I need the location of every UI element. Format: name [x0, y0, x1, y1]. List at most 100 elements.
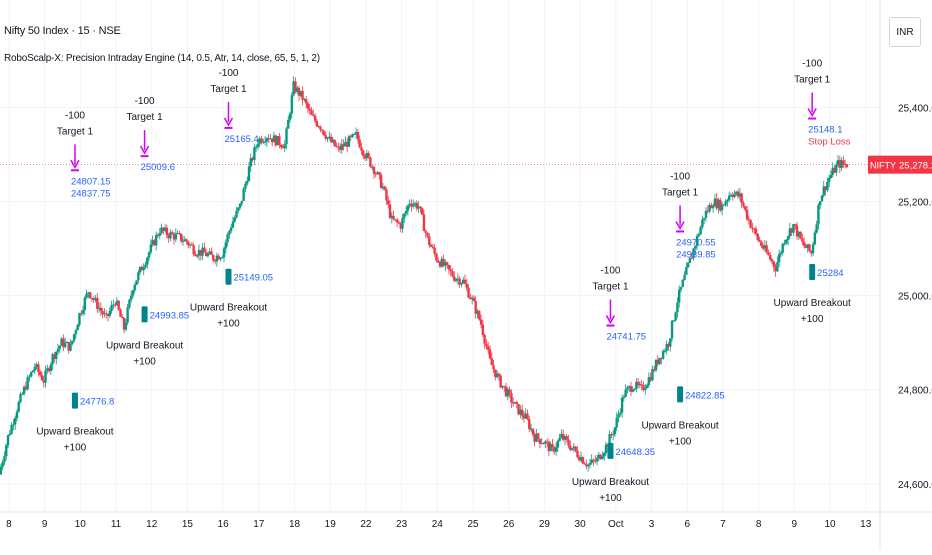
candle: [569, 445, 572, 450]
candle: [417, 206, 420, 209]
candle: [620, 397, 624, 413]
current-price-label: 25,278.20: [899, 161, 932, 172]
x-tick-label: 7: [720, 519, 726, 530]
candle: [472, 297, 476, 302]
candle: [515, 402, 518, 404]
signal-target-label: Target 1: [662, 187, 699, 198]
candle: [13, 418, 17, 425]
candle: [619, 412, 622, 415]
level-label: 24939.85: [676, 249, 716, 260]
candle: [597, 454, 601, 459]
candle: [172, 234, 176, 240]
candle: [767, 252, 770, 256]
candle: [722, 204, 726, 206]
candle: [749, 220, 752, 228]
candle: [46, 368, 49, 371]
candle: [649, 377, 652, 381]
level-label: 25165.4: [224, 134, 258, 145]
y-tick-label: 25,400.00: [898, 103, 932, 114]
candle: [71, 340, 74, 344]
level-label: 24837.75: [71, 188, 111, 199]
candle: [629, 386, 633, 392]
candle: [429, 245, 433, 247]
candle: [772, 261, 775, 267]
symbol-tag: [868, 155, 898, 174]
level-label: 24741.75: [606, 332, 646, 343]
candle: [222, 248, 226, 258]
candle: [90, 297, 94, 299]
candle: [254, 146, 258, 148]
candle: [445, 262, 449, 265]
candle: [390, 215, 394, 218]
candle: [694, 246, 697, 249]
x-tick-label: 10: [75, 519, 87, 530]
candle: [137, 272, 140, 281]
candle: [306, 103, 310, 109]
candle: [526, 413, 529, 420]
candle: [394, 219, 397, 221]
currency-selector[interactable]: INR: [889, 17, 921, 47]
candle: [726, 200, 729, 202]
candle: [656, 359, 659, 365]
entry-marker: [677, 386, 684, 403]
candle: [820, 195, 824, 202]
candle: [761, 246, 765, 249]
candle: [686, 262, 690, 268]
candle: [10, 424, 13, 434]
candle: [103, 313, 106, 315]
candle: [547, 441, 551, 452]
candle: [513, 402, 517, 404]
x-tick-label: 9: [42, 519, 48, 530]
candle: [76, 324, 79, 331]
candle: [501, 385, 504, 388]
candle: [667, 343, 670, 347]
candle: [747, 219, 751, 221]
candle: [719, 199, 722, 211]
candle: [283, 144, 286, 149]
candle: [81, 310, 85, 314]
candle: [586, 464, 590, 467]
candle: [683, 274, 686, 281]
candle: [344, 141, 347, 147]
candle: [531, 428, 535, 435]
candle: [87, 292, 90, 294]
candle: [335, 146, 338, 148]
candle: [381, 186, 385, 189]
candle: [460, 283, 463, 285]
signal-target-points: -100: [218, 68, 238, 79]
candle: [697, 234, 701, 237]
x-tick-label: 25: [467, 519, 479, 530]
candle: [158, 233, 161, 236]
candle: [519, 409, 522, 415]
candle: [613, 427, 617, 435]
candle: [354, 132, 358, 134]
candle: [6, 435, 10, 446]
signal-target-label: Target 1: [592, 282, 629, 293]
candle: [8, 433, 12, 436]
indicator-title[interactable]: RoboScalp-X: Precision Intraday Engine (…: [4, 53, 320, 64]
candle: [406, 205, 410, 211]
level-label: 24970.55: [676, 237, 716, 248]
candle: [367, 153, 370, 158]
candle: [495, 373, 499, 378]
y-tick-label: 25,000.00: [898, 292, 932, 303]
candle: [633, 388, 636, 390]
candle: [702, 218, 706, 220]
candle: [256, 143, 260, 147]
candle: [294, 81, 297, 92]
breakout-points: +100: [64, 443, 87, 454]
candle: [303, 99, 306, 101]
candle: [213, 260, 217, 262]
candle: [353, 133, 356, 135]
candle: [47, 368, 51, 372]
candle: [524, 413, 527, 419]
candle: [56, 348, 60, 352]
candle: [249, 158, 252, 167]
candle: [544, 441, 547, 444]
candle: [113, 304, 117, 306]
candle: [403, 213, 406, 219]
candle: [663, 350, 667, 352]
candle: [636, 381, 640, 386]
